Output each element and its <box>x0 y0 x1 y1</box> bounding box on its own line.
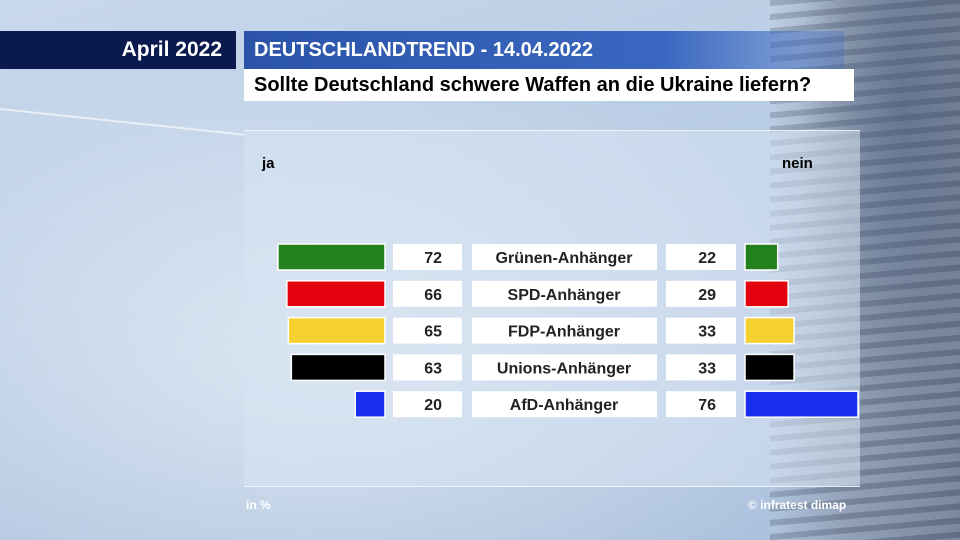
nein-bar <box>744 316 795 345</box>
category-box <box>472 280 657 307</box>
ja-value-label: 72 <box>424 250 442 267</box>
nein-column-label: nein <box>782 155 813 172</box>
nein-value-box <box>666 391 736 418</box>
nein-value-label: 76 <box>698 397 716 414</box>
category-box <box>472 317 657 344</box>
ja-bar <box>286 280 386 308</box>
ja-value-box <box>393 317 462 344</box>
category-box <box>472 244 657 270</box>
unit-note: in % <box>246 498 271 512</box>
nein-value-label: 22 <box>698 250 716 267</box>
ja-column-label: ja <box>262 155 275 172</box>
ja-bar <box>277 243 386 271</box>
category-label: FDP-Anhänger <box>508 324 620 341</box>
category-box <box>472 391 657 418</box>
ja-value-label: 66 <box>424 287 442 304</box>
category-box <box>472 354 657 381</box>
ja-bar <box>354 390 386 418</box>
nein-value-label: 33 <box>698 324 716 341</box>
chart-panel <box>244 130 860 487</box>
ja-value-label: 65 <box>424 324 442 341</box>
source-credit: © infratest dimap <box>748 498 847 512</box>
ja-bar <box>290 353 386 382</box>
header-title: DEUTSCHLANDTREND - 14.04.2022 <box>244 31 844 69</box>
ja-value-box <box>393 354 462 381</box>
ja-value-box <box>393 280 462 307</box>
nein-value-box <box>666 244 736 270</box>
nein-value-box <box>666 280 736 307</box>
nein-bar <box>744 390 859 418</box>
header-date: April 2022 <box>0 31 236 69</box>
category-label: SPD-Anhänger <box>508 287 621 304</box>
nein-value-label: 33 <box>698 360 716 377</box>
nein-value-box <box>666 317 736 344</box>
chart-question: Sollte Deutschland schwere Waffen an die… <box>244 69 854 101</box>
nein-value-box <box>666 354 736 381</box>
nein-value-label: 29 <box>698 287 716 304</box>
category-label: AfD-Anhänger <box>510 397 618 414</box>
nein-bar <box>744 280 789 308</box>
category-label: Grünen-Anhänger <box>496 250 633 267</box>
category-label: Unions-Anhänger <box>497 360 631 377</box>
ja-bar <box>287 316 386 345</box>
ja-value-label: 20 <box>424 397 442 414</box>
ja-value-box <box>393 244 462 270</box>
nein-bar <box>744 243 779 271</box>
ja-value-label: 63 <box>424 360 442 377</box>
nein-bar <box>744 353 795 382</box>
ja-value-box <box>393 391 462 418</box>
